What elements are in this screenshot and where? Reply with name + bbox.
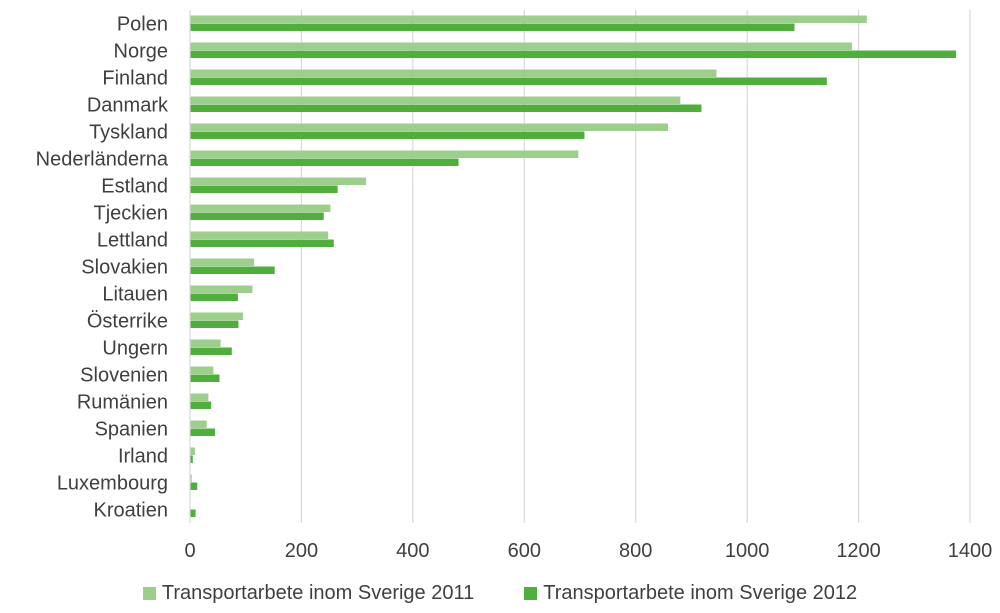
bar-2012	[190, 77, 827, 85]
bar-2011	[190, 204, 331, 212]
bar-2012	[190, 347, 232, 355]
category-label: Danmark	[87, 95, 169, 117]
x-tick-label: 400	[396, 540, 429, 562]
category-label: Polen	[117, 14, 168, 36]
bar-2012	[190, 455, 193, 463]
bar-2011	[190, 393, 209, 401]
bar-2012	[190, 185, 338, 193]
category-label: Litauen	[102, 284, 168, 306]
x-tick-label: 1400	[948, 540, 993, 562]
bar-2011	[190, 258, 255, 266]
bar-2012	[190, 239, 334, 247]
category-label: Spanien	[95, 419, 168, 441]
category-label: Tyskland	[89, 122, 168, 144]
category-label: Lettland	[97, 230, 168, 252]
bar-2012	[190, 509, 196, 517]
bar-2012	[190, 131, 585, 139]
legend: Transportarbete inom Sverige 2011 Transp…	[0, 582, 1000, 605]
gridlines	[300, 10, 971, 523]
category-label: Österrike	[87, 311, 168, 333]
bar-2011	[190, 447, 196, 455]
category-label: Nederländerna	[36, 149, 169, 171]
category-label: Finland	[102, 68, 168, 90]
bar-2011	[190, 123, 669, 131]
category-label: Ungern	[102, 338, 168, 360]
bar-2012	[190, 293, 238, 301]
bar-2011	[190, 366, 214, 374]
bar-2011	[190, 96, 681, 104]
legend-item-2012: Transportarbete inom Sverige 2012	[524, 582, 857, 605]
category-label: Slovenien	[80, 365, 168, 387]
bar-2012	[190, 23, 795, 31]
legend-label-2012: Transportarbete inom Sverige 2012	[543, 582, 858, 604]
bar-2012	[190, 374, 220, 382]
bar-2012	[190, 104, 702, 112]
bar-2012	[190, 320, 239, 328]
legend-swatch-2011	[142, 587, 156, 600]
bar-2011	[190, 150, 579, 158]
category-label: Slovakien	[81, 257, 168, 279]
x-axis-tick-labels: 0 200 400 600 800 1000 1200 1400	[184, 540, 992, 562]
bar-2011	[190, 285, 253, 293]
category-label: Estland	[101, 176, 168, 198]
bar-2011	[190, 42, 852, 50]
bar-2012	[190, 50, 957, 58]
category-label: Luxembourg	[57, 473, 168, 495]
category-label: Kroatien	[94, 500, 169, 522]
category-labels: Polen Norge Finland Danmark Tyskland Nederlän…	[36, 14, 169, 522]
bars	[190, 15, 957, 517]
bar-2011	[190, 69, 717, 77]
category-label: Rumänien	[77, 392, 168, 414]
category-label: Norge	[114, 41, 168, 63]
x-tick-label: 800	[619, 540, 652, 562]
bar-2012	[190, 266, 275, 274]
bar-2011	[190, 474, 192, 482]
bar-2012	[190, 212, 324, 220]
bar-2011	[190, 231, 329, 239]
x-tick-label: 600	[508, 540, 541, 562]
x-tick-label: 1200	[836, 540, 881, 562]
category-label: Irland	[118, 446, 168, 468]
bar-2011	[190, 177, 367, 185]
legend-item-2011: Transportarbete inom Sverige 2011	[142, 582, 475, 605]
legend-label-2011: Transportarbete inom Sverige 2011	[161, 582, 475, 604]
bar-2012	[190, 428, 216, 436]
bar-2011	[190, 420, 207, 428]
bar-2012	[190, 401, 212, 409]
bar-2012	[190, 482, 198, 490]
bar-chart: Polen Norge Finland Danmark Tyskland Nederlän…	[36, 10, 992, 562]
x-tick-label: 0	[184, 540, 195, 562]
bar-2011	[190, 15, 867, 23]
bar-2011	[190, 339, 221, 347]
x-tick-label: 1000	[725, 540, 770, 562]
legend-swatch-2012	[524, 587, 538, 600]
bar-2011	[190, 312, 243, 320]
bar-2012	[190, 158, 459, 166]
category-label: Tjeckien	[94, 203, 168, 225]
x-tick-label: 200	[285, 540, 318, 562]
